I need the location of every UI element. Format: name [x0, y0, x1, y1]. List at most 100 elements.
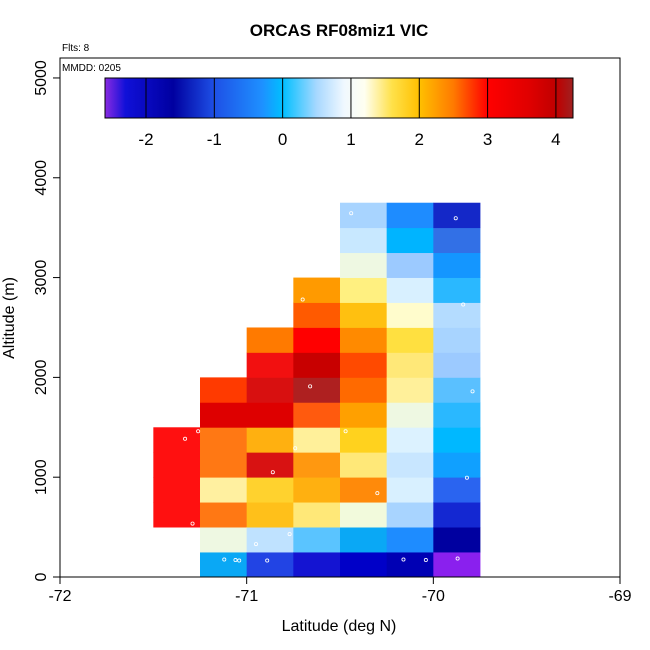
colorbar-tick-label: 2 [415, 130, 424, 149]
heatmap-cell [340, 377, 388, 403]
heatmap-cell [200, 552, 248, 578]
heatmap-cell [386, 202, 434, 229]
heatmap-cell [433, 352, 481, 378]
heatmap-cell [340, 352, 388, 378]
heatmap-cell [386, 377, 434, 403]
heatmap-cell [246, 327, 294, 353]
x-tick-label: -72 [48, 588, 71, 605]
sample-point [265, 558, 270, 563]
heatmap-cell [246, 427, 294, 453]
heatmap-cell [386, 302, 434, 328]
heatmap-cell [340, 227, 388, 254]
colorbar-tick-label: 3 [483, 130, 492, 149]
heatmap-cell [433, 202, 481, 229]
sample-point [423, 558, 428, 563]
colorbar-tick-label: 1 [346, 130, 355, 149]
y-axis: 0 1000 2000 3000 4000 5000 [33, 60, 60, 581]
heatmap-cell [386, 277, 434, 303]
sample-point [470, 389, 475, 394]
heatmap-cell [386, 502, 434, 528]
heatmap-cell [433, 527, 481, 553]
heatmap-cell [433, 302, 481, 328]
sample-point [375, 491, 380, 496]
heatmap-cell [246, 527, 294, 553]
heatmap-cell [293, 552, 341, 578]
sample-point [233, 558, 238, 563]
sample-point [343, 429, 348, 434]
heatmap-cell [246, 377, 294, 403]
sample-point [196, 429, 201, 434]
sample-point [401, 557, 406, 562]
cells-layer [153, 202, 481, 578]
heatmap-cell [246, 477, 294, 503]
sample-point [287, 532, 292, 537]
heatmap-cell [293, 427, 341, 453]
heatmap-cell [246, 502, 294, 528]
heatmap-cell [293, 352, 341, 378]
x-axis-label: Latitude (deg N) [282, 618, 397, 635]
heatmap-cell [200, 377, 248, 403]
heatmap-cell [200, 402, 248, 428]
heatmap-cell [340, 527, 388, 553]
sample-point [453, 216, 458, 221]
heatmap-cell [433, 427, 481, 453]
heatmap-cell [433, 552, 481, 578]
y-tick-label: 3000 [33, 260, 50, 296]
y-tick-label: 1000 [33, 459, 50, 495]
sample-point [464, 475, 469, 480]
heatmap-cell [153, 477, 201, 503]
heatmap-cell [200, 527, 248, 553]
heatmap-cell [200, 477, 248, 503]
heatmap-cell [386, 427, 434, 453]
date-annotation: MMDD: 0205 [62, 63, 121, 74]
heatmap-cell [386, 527, 434, 553]
heatmap-cell [340, 552, 388, 578]
heatmap-cell [340, 402, 388, 428]
heatmap-cell [246, 352, 294, 378]
heatmap-cell [386, 552, 434, 578]
sample-point [237, 558, 242, 563]
sample-point [253, 542, 258, 547]
heatmap-cell [386, 352, 434, 378]
sample-point [270, 470, 275, 475]
heatmap-cell [293, 327, 341, 353]
y-tick-label: 0 [33, 572, 50, 581]
flights-annotation: Flts: 8 [62, 43, 90, 54]
chart-title: ORCAS RF08miz1 VIC [250, 21, 429, 40]
heatmap-cell [433, 227, 481, 254]
heatmap-cell [433, 252, 481, 278]
y-axis-label: Altitude (m) [1, 277, 18, 359]
sample-point [349, 211, 354, 216]
heatmap-cell [340, 502, 388, 528]
heatmap-cell [433, 502, 481, 528]
heatmap-cell [293, 402, 341, 428]
heatmap-cell [340, 477, 388, 503]
sample-point [455, 556, 460, 561]
x-axis: -72 -71 -70 -69 [48, 577, 632, 605]
heatmap-cell [153, 502, 201, 528]
heatmap-cell [293, 477, 341, 503]
x-tick-label: -69 [608, 588, 631, 605]
sample-point [461, 302, 466, 307]
heatmap-cell [293, 502, 341, 528]
plot-frame [59, 57, 621, 578]
heatmap-cell [246, 552, 294, 578]
heatmap-cell [386, 452, 434, 478]
heatmap-cell [200, 502, 248, 528]
heatmap-cell [433, 277, 481, 303]
heatmap-cell [386, 227, 434, 254]
colorbar-tick-label: 0 [278, 130, 287, 149]
sample-point [308, 384, 313, 389]
heatmap-cell [293, 277, 341, 303]
colorbar-ticks: -2 -1 0 1 2 3 4 [138, 78, 561, 149]
heatmap-cell [200, 427, 248, 453]
heatmap-cell [433, 327, 481, 353]
heatmap-cell [340, 252, 388, 278]
heatmap-cell [340, 452, 388, 478]
heatmap-cell [340, 302, 388, 328]
x-tick-label: -70 [422, 588, 445, 605]
x-tick-label: -71 [235, 588, 258, 605]
heatmap-cell [433, 402, 481, 428]
heatmap-cell [386, 327, 434, 353]
